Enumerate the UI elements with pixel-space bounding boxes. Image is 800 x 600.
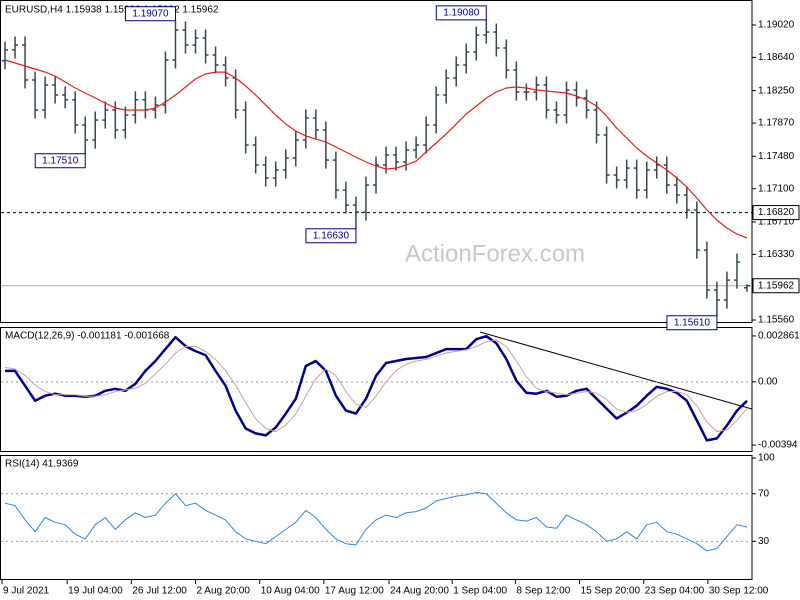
x-tick-label: 8 Sep 12:00 [516,586,570,597]
y-tick-label: 100 [758,453,775,464]
x-tick-label: 1 Sep 04:00 [453,586,507,597]
macd-panel [0,327,753,452]
y-tick-label: 1.17870 [758,118,795,129]
series-line [4,339,748,433]
x-tick-label: 30 Sep 12:00 [709,586,769,597]
y-tick-label: 1.16710 [758,217,795,228]
x-tick-label: 2 Aug 20:00 [197,586,251,597]
watermark: ActionForex.com [405,240,585,267]
x-tick-label: 26 Jul 12:00 [132,586,187,597]
level-label: 1.15962 [758,280,795,291]
annotation-box [305,228,357,244]
x-tick-label: 17 Aug 12:00 [325,586,384,597]
annotation-label: 1.17510 [42,155,79,166]
y-tick-label: 1.18250 [758,85,795,96]
annotation-label: 1.19070 [132,8,169,19]
x-tick-label: 15 Sep 20:00 [581,586,641,597]
annotation-label: 1.19080 [443,8,480,19]
y-tick-label: 30 [758,536,770,547]
x-tick-label: 9 Jul 2021 [3,586,50,597]
x-tick-label: 19 Jul 04:00 [68,586,123,597]
price-title: EURUSD,H4 1.15938 1.15980 1.15892 1.1596… [5,5,219,16]
rsi-panel [0,455,753,580]
annotation-label: 1.16630 [313,230,350,241]
annotation-label: 1.15610 [674,317,711,328]
price-panel [0,0,753,323]
annotation-box [435,5,487,21]
y-tick-label: 0.00 [758,376,778,387]
y-tick-label: 1.15560 [758,315,795,326]
series-line [5,334,748,442]
annotation-box [666,315,718,331]
rsi-title: RSI(14) 41.9369 [5,459,79,470]
x-tick-label: 24 Aug 20:00 [390,586,449,597]
annotation-box [124,6,176,22]
y-tick-label: 1.16330 [758,249,795,260]
x-tick-label: 23 Sep 04:00 [645,586,705,597]
macd-title: MACD(12,26,9) -0.001181 -0.001668 [5,331,170,342]
series-line [4,59,748,239]
trend-line [479,331,753,410]
y-tick-label: 1.17480 [758,151,795,162]
level-label: 1.16820 [758,207,795,218]
level-label-box [752,205,800,221]
y-tick-label: 1.17100 [758,183,795,194]
annotation-box [34,153,86,169]
y-tick-label: 1.19020 [758,20,795,31]
series-line [4,492,748,552]
y-tick-label: -0.00394 [758,440,798,451]
x-tick-label: 10 Aug 04:00 [261,586,320,597]
y-tick-label: 0.002861 [758,331,800,342]
y-tick-label: 1.18640 [758,52,795,63]
y-tick-label: 70 [758,488,770,499]
level-label-box [752,278,800,294]
